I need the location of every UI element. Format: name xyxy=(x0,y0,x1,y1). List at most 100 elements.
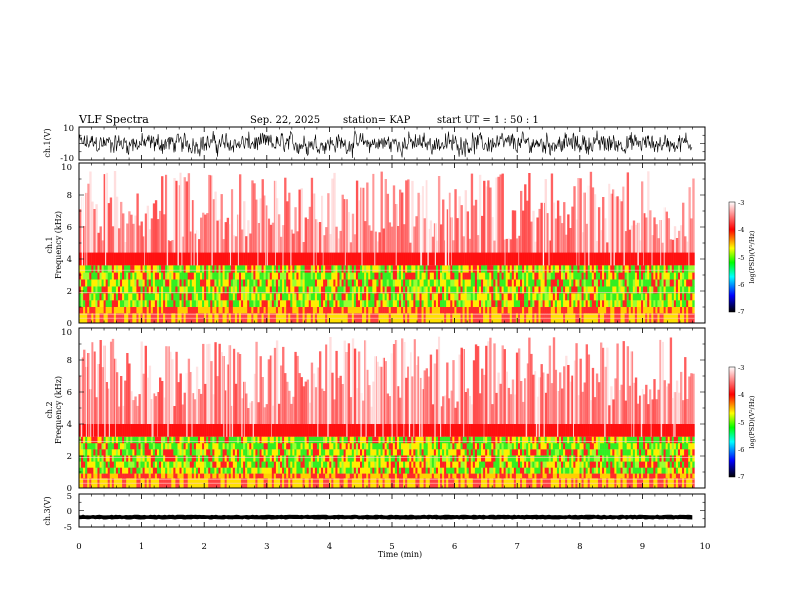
spectrogram-cell xyxy=(89,300,92,308)
spectrogram-cell xyxy=(150,252,154,266)
spectrogram-cell xyxy=(403,467,406,474)
spectrogram-cell xyxy=(329,436,332,444)
spectrogram-cell xyxy=(401,436,404,444)
spectrogram-cell xyxy=(152,286,156,294)
spectrogram-cell xyxy=(448,272,451,280)
spectrogram-cell xyxy=(97,272,100,280)
spectrogram-cell xyxy=(288,436,291,444)
spectrogram-cell xyxy=(446,272,449,280)
spectrogram-cell xyxy=(411,265,414,273)
spectrogram-cell xyxy=(351,213,355,266)
spectrogram-cell xyxy=(294,300,297,308)
spectrogram-cell xyxy=(360,442,363,450)
spectrogram-cell xyxy=(253,183,256,266)
spectrogram-cell xyxy=(390,449,394,456)
spectrogram-cell xyxy=(343,467,346,474)
spectrogram-cell xyxy=(409,293,412,301)
spectrogram-cell xyxy=(384,307,387,314)
spectrogram-cell xyxy=(107,307,111,314)
spectrogram-cell xyxy=(454,272,457,280)
spectrogram-cell xyxy=(563,265,566,273)
spectrogram-cell xyxy=(677,265,681,273)
spectrogram-cell xyxy=(409,300,412,308)
spectrogram-cell xyxy=(226,293,230,301)
spectrogram-cell xyxy=(673,265,677,273)
spectrogram-cell xyxy=(673,293,677,301)
spectrogram-cell xyxy=(154,449,158,456)
spectrogram-cell xyxy=(243,286,246,294)
spectrogram-cell xyxy=(179,307,182,314)
spectrogram-cell xyxy=(591,307,595,314)
spectrogram-cell xyxy=(273,286,277,294)
spectrogram-cell xyxy=(524,252,527,266)
spectrogram-cell xyxy=(241,272,244,280)
spectrogram-cell xyxy=(435,272,439,280)
spectrogram-cell xyxy=(483,293,486,301)
spectrogram-cell xyxy=(546,252,550,266)
spectrogram-cell xyxy=(390,436,394,444)
spectrogram-cell xyxy=(499,286,502,294)
spectrogram-cell xyxy=(138,473,141,479)
spectrogram-cell xyxy=(472,252,476,266)
spectrogram-cell xyxy=(136,461,139,468)
spectrogram-cell xyxy=(241,265,244,273)
spectrogram-cell xyxy=(671,300,675,308)
spectrogram-cell xyxy=(327,252,330,266)
spectrogram-cell xyxy=(556,300,560,308)
spectrogram-cell xyxy=(247,467,250,474)
spectrogram-cell xyxy=(185,473,189,479)
spectrogram-cell xyxy=(177,449,180,456)
spectrogram-cell xyxy=(150,473,154,479)
spectrogram-cell xyxy=(202,212,205,266)
spectrogram-cell xyxy=(450,279,453,287)
spectrogram-cell xyxy=(686,307,689,314)
spectrogram-cell xyxy=(552,293,556,301)
spectrogram-cell xyxy=(626,252,630,266)
spectrogram-cell xyxy=(335,293,338,301)
spectrogram-cell xyxy=(275,279,279,287)
spectrogram-cell xyxy=(113,455,117,462)
spectrogram-cell xyxy=(485,300,488,308)
spectrogram-cell xyxy=(91,272,94,280)
spectrogram-cell xyxy=(140,307,143,314)
spectrogram-cell xyxy=(243,449,246,456)
spectrogram-cell xyxy=(384,473,387,479)
spectrogram-cell xyxy=(589,272,593,280)
spectrogram-cell xyxy=(669,272,673,280)
spectrogram-cell xyxy=(245,300,248,308)
spectrogram-cell xyxy=(347,343,351,437)
spectrogram-cell xyxy=(300,449,303,456)
spectrogram-cell xyxy=(179,424,182,437)
spectrogram-cell xyxy=(132,272,135,280)
spectrogram-cell xyxy=(259,293,262,301)
spectrogram-cell xyxy=(604,286,607,294)
spectrogram-cell xyxy=(282,436,285,444)
spectrogram-cell xyxy=(448,293,451,301)
spectrogram-cell xyxy=(177,442,180,450)
spectrogram-cell xyxy=(152,307,156,314)
spectrogram-cell xyxy=(200,442,203,450)
spectrogram-cell xyxy=(204,424,207,437)
spectrogram-cell xyxy=(616,272,619,280)
spectrogram-cell xyxy=(573,272,576,280)
spectrogram-cell xyxy=(300,307,303,314)
spectrogram-cell xyxy=(353,348,357,437)
spectrogram-cell xyxy=(630,272,634,280)
spectrogram-cell xyxy=(440,265,443,273)
spectrogram-cell xyxy=(124,252,127,266)
spectrogram-cell xyxy=(265,461,269,468)
spectrogram-cell xyxy=(417,461,420,468)
spectrogram-cell xyxy=(327,449,330,456)
spectrogram-cell xyxy=(298,265,301,273)
spectrogram-cell xyxy=(558,300,562,308)
spectrogram-cell xyxy=(115,300,119,308)
spectrogram-cell xyxy=(554,300,558,308)
spectrogram-cell xyxy=(360,467,363,474)
spectrogram-cell xyxy=(218,461,221,468)
spectrogram-cell xyxy=(218,343,221,437)
spectrogram-cell xyxy=(232,286,236,294)
spectrogram-cell xyxy=(347,436,351,444)
spectrogram-cell xyxy=(214,436,217,444)
spectrogram-cell xyxy=(302,300,305,308)
spectrogram-cell xyxy=(187,279,191,287)
